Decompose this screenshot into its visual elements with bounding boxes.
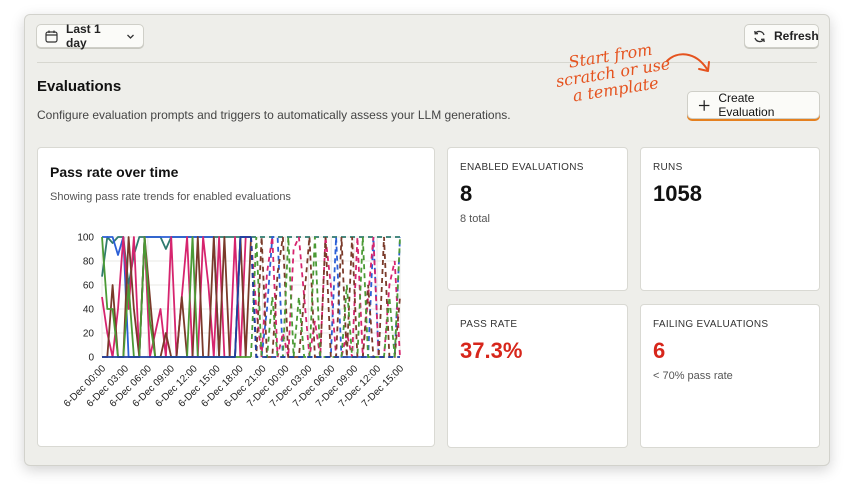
series-line-dashed (250, 236, 401, 358)
series-line-dashed (250, 236, 400, 358)
y-tick-label: 0 (88, 353, 94, 364)
date-range-button[interactable]: Last 1 day (36, 22, 144, 50)
toolbar-divider (37, 62, 817, 63)
refresh-button[interactable]: Refresh (744, 24, 819, 48)
create-evaluation-label: Create Evaluation (718, 91, 775, 119)
runs-card: RUNS 1058 (640, 147, 820, 291)
y-tick-label: 20 (83, 329, 95, 340)
y-tick-label: 60 (83, 281, 95, 292)
date-range-label: Last 1 day (66, 22, 101, 50)
refresh-label: Refresh (774, 29, 819, 43)
failing-evaluations-card: FAILING EVALUATIONS 6 < 70% pass rate (640, 304, 820, 448)
enabled-evaluations-value: 8 (460, 181, 473, 206)
failing-evaluations-value: 6 (653, 338, 666, 363)
chart-subtitle: Showing pass rate trends for enabled eva… (50, 191, 291, 203)
page-description: Configure evaluation prompts and trigger… (37, 108, 511, 122)
chart-title: Pass rate over time (50, 164, 179, 180)
failing-evaluations-label: FAILING EVALUATIONS (653, 319, 769, 330)
failing-evaluations-sub: < 70% pass rate (653, 370, 733, 382)
app-window: Last 1 day Refresh Evaluations Configure… (24, 14, 830, 466)
pass-rate-label: PASS RATE (460, 319, 518, 330)
y-tick-label: 80 (83, 257, 95, 268)
top-toolbar: Last 1 day Refresh (25, 15, 829, 63)
chevron-down-icon (127, 34, 134, 39)
runs-value: 1058 (653, 181, 702, 206)
enabled-evaluations-card: ENABLED EVALUATIONS 8 8 total (447, 147, 628, 291)
create-evaluation-button[interactable]: Create Evaluation (687, 91, 820, 119)
y-tick-label: 100 (77, 233, 94, 244)
series-line-dashed (250, 236, 401, 358)
y-tick-label: 40 (83, 305, 95, 316)
enabled-evaluations-label: ENABLED EVALUATIONS (460, 162, 584, 173)
hint-arrow-icon (666, 53, 710, 72)
pass-rate-value: 37.3% (460, 338, 523, 363)
plus-icon (698, 99, 710, 111)
pass-rate-card: PASS RATE 37.3% (447, 304, 628, 448)
page-title: Evaluations (37, 78, 122, 95)
pass-rate-chart-card: Pass rate over time Showing pass rate tr… (37, 147, 435, 447)
runs-label: RUNS (653, 162, 683, 173)
calendar-icon (45, 30, 58, 43)
refresh-icon (754, 30, 765, 42)
enabled-evaluations-sub: 8 total (460, 213, 490, 225)
series-line-solid (102, 236, 251, 358)
